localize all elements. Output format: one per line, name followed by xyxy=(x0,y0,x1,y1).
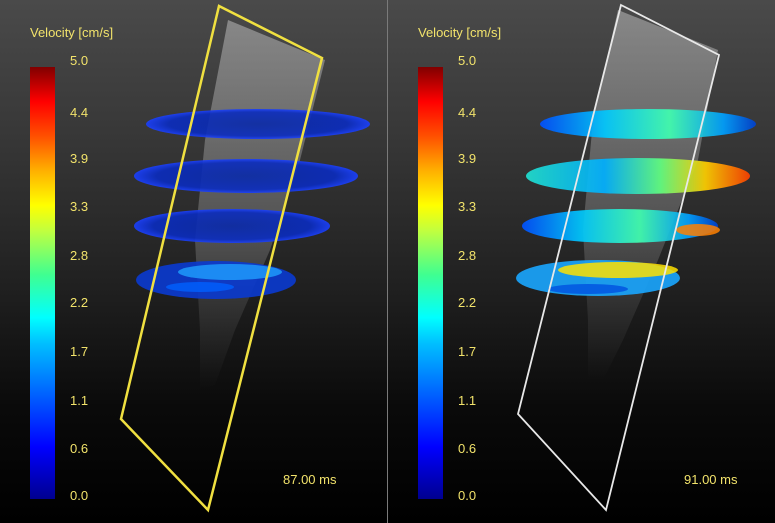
scene-right xyxy=(516,3,756,512)
colorbar-tick: 2.2 xyxy=(458,295,477,310)
panel-right: Velocity [cm/s] 5.0 4.4 3.9 3.3 2.8 2.2 … xyxy=(388,0,775,523)
colorbar-tick: 0.6 xyxy=(458,441,477,456)
colorbar-tick: 4.4 xyxy=(70,105,89,120)
colorbar-tick: 4.4 xyxy=(458,105,477,120)
time-label: 91.00 ms xyxy=(684,472,738,487)
jet-plume xyxy=(195,20,325,390)
colorbar-tick: 1.7 xyxy=(458,344,477,359)
measurement-plane xyxy=(119,4,324,513)
velocity-slice xyxy=(134,159,358,193)
velocity-slice xyxy=(146,109,370,139)
colorbar-tick: 3.9 xyxy=(458,151,477,166)
colorbar-tick: 5.0 xyxy=(458,53,477,68)
colorbar-tick: 2.2 xyxy=(70,295,89,310)
colorbar-title: Velocity [cm/s] xyxy=(418,25,502,40)
jet-plume xyxy=(583,10,718,380)
measurement-plane xyxy=(517,3,721,512)
scene-left xyxy=(119,4,370,513)
velocity-colorbar xyxy=(30,67,55,499)
colorbar-tick: 3.3 xyxy=(458,199,477,214)
colorbar-tick: 3.3 xyxy=(70,199,89,214)
time-label: 87.00 ms xyxy=(283,472,337,487)
velocity-slice xyxy=(522,209,718,243)
panel-left: Velocity [cm/s] 5.0 4.4 3.9 3.3 2.8 2.2 … xyxy=(0,0,387,523)
colorbar-tick: 1.1 xyxy=(458,393,477,408)
colorbar-tick: 1.1 xyxy=(70,393,89,408)
velocity-slice xyxy=(540,109,756,139)
velocity-slice xyxy=(526,158,750,194)
colorbar-tick: 0.0 xyxy=(70,488,89,503)
colorbar-title: Velocity [cm/s] xyxy=(30,25,114,40)
colorbar-tick: 2.8 xyxy=(70,248,89,263)
colorbar-tick: 0.0 xyxy=(458,488,477,503)
colorbar-tick: 1.7 xyxy=(70,344,89,359)
colorbar-tick: 5.0 xyxy=(70,53,89,68)
colorbar-tick: 0.6 xyxy=(70,441,89,456)
panel-divider xyxy=(387,0,388,523)
colorbar-tick: 3.9 xyxy=(70,151,89,166)
velocity-colorbar xyxy=(418,67,443,499)
colorbar-tick: 2.8 xyxy=(458,248,477,263)
